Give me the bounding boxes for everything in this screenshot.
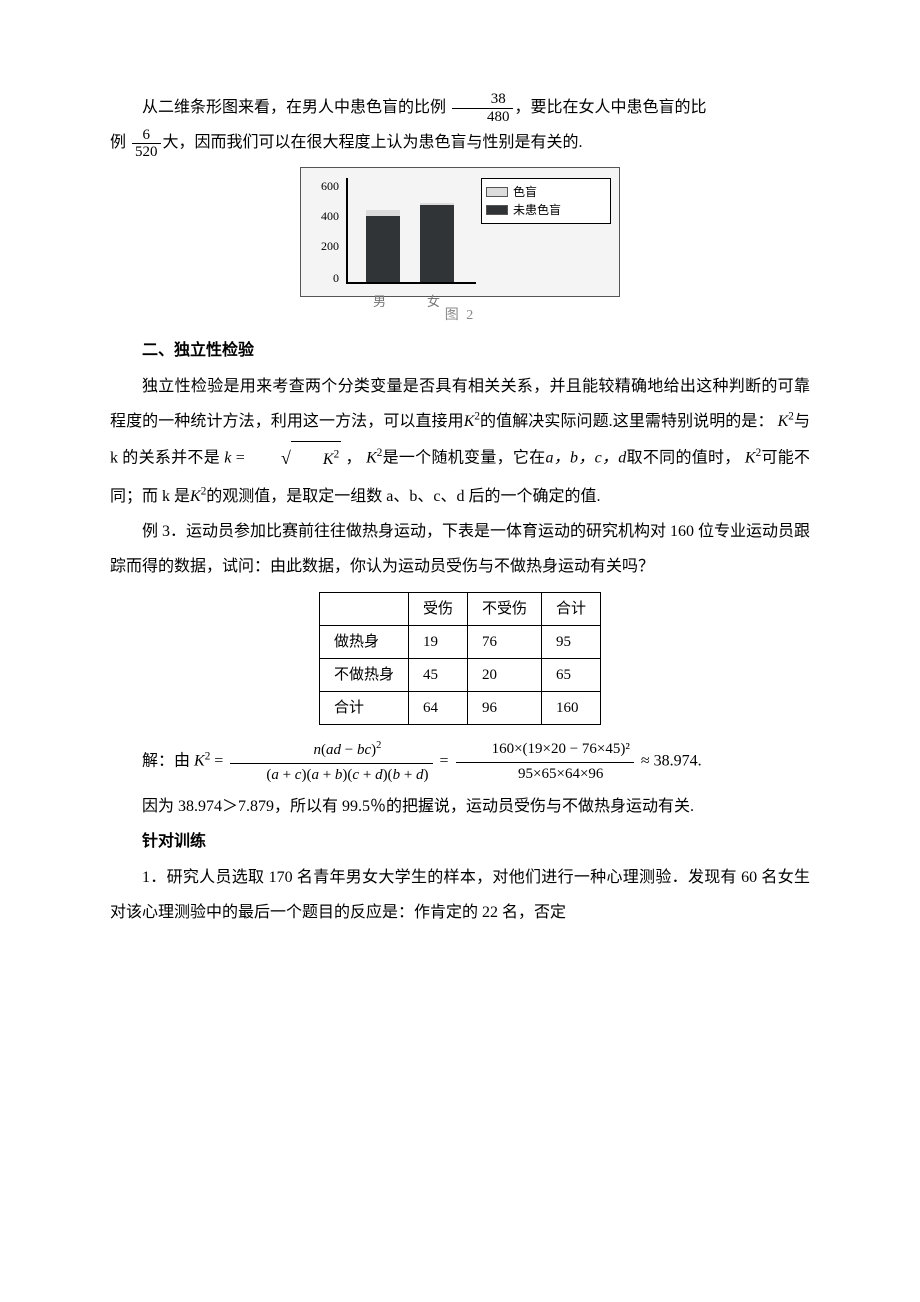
page: 从二维条形图来看，在男人中患色盲的比例 38 480 ，要比在女人中患色盲的比 … bbox=[0, 0, 920, 990]
k-symbol: K bbox=[464, 413, 475, 430]
table-cell: 不做热身 bbox=[319, 659, 408, 692]
table-cell: 20 bbox=[468, 659, 542, 692]
k-var: k bbox=[224, 449, 231, 466]
xlabel-female: 女 bbox=[427, 288, 440, 317]
table-row: 做热身 19 76 95 bbox=[319, 626, 600, 659]
chart-legend: 色盲 未患色盲 bbox=[481, 178, 611, 224]
legend-item: 色盲 bbox=[486, 183, 606, 201]
example-statement: 例 3．运动员参加比赛前往往做热身运动，下表是一体育运动的研究机构对 160 位… bbox=[110, 514, 810, 584]
xlabel-male: 男 bbox=[373, 288, 386, 317]
paragraph-intro-line2: 例 6 520 大，因而我们可以在很大程度上认为患色盲与性别是有关的. bbox=[110, 125, 810, 160]
text: ，要比在女人中患色盲的比 bbox=[515, 99, 707, 116]
table-header: 受伤 bbox=[408, 593, 467, 626]
bar-male-dark bbox=[366, 216, 400, 282]
chart-axes bbox=[346, 178, 476, 284]
table-cell: 95 bbox=[542, 626, 601, 659]
table-cell: 64 bbox=[408, 692, 467, 725]
chart-canvas: 600 400 200 0 男 女 色盲 未患色盲 bbox=[300, 167, 620, 297]
table-cell: 96 bbox=[468, 692, 542, 725]
table-row: 合计 64 96 160 bbox=[319, 692, 600, 725]
table-cell: 19 bbox=[408, 626, 467, 659]
table-cell: 45 bbox=[408, 659, 467, 692]
text: 是一个随机变量，它在 bbox=[382, 449, 545, 466]
text: 的值解决实际问题.这里需特别说明的是： bbox=[480, 413, 774, 430]
k-symbol: K bbox=[745, 449, 756, 466]
bar-male-light bbox=[366, 210, 400, 216]
legend-swatch-light bbox=[486, 187, 508, 197]
formula-fraction-2: 160×(19×20 − 76×45)² 95×65×64×96 bbox=[456, 740, 634, 784]
k-symbol: K bbox=[194, 753, 205, 770]
legend-item: 未患色盲 bbox=[486, 201, 606, 219]
text: . bbox=[698, 753, 702, 770]
legend-swatch-dark bbox=[486, 205, 508, 215]
table-cell: 160 bbox=[542, 692, 601, 725]
k-symbol: K bbox=[190, 488, 201, 505]
text: 的观测值，是取定一组数 a、b、c、d 后的一个确定的值. bbox=[206, 488, 600, 505]
text: 取不同的值时， bbox=[626, 449, 740, 466]
text: 大，因而我们可以在很大程度上认为患色盲与性别是有关的. bbox=[163, 134, 583, 151]
chart-caption: 图 2 bbox=[300, 301, 620, 332]
bar-female-dark bbox=[420, 205, 454, 282]
table-cell: 65 bbox=[542, 659, 601, 692]
fraction-6-520: 6 520 bbox=[132, 127, 161, 161]
sup: 2 bbox=[205, 751, 211, 763]
text: 从二维条形图来看，在男人中患色盲的比例 bbox=[142, 99, 446, 116]
table-cell: 合计 bbox=[319, 692, 408, 725]
solution-formula: 解：由 K2 = n(ad − bc)2 (a + c)(a + b)(c + … bbox=[110, 739, 810, 785]
text: 例 bbox=[110, 134, 126, 151]
legend-label: 色盲 bbox=[513, 183, 537, 201]
sqrt: √K2 bbox=[249, 439, 341, 479]
text: ， bbox=[345, 449, 361, 466]
legend-label: 未患色盲 bbox=[513, 201, 561, 219]
eq: = bbox=[214, 753, 223, 770]
table-row: 受伤 不受伤 合计 bbox=[319, 593, 600, 626]
table-row: 不做热身 45 20 65 bbox=[319, 659, 600, 692]
practice-item-1: 1．研究人员选取 170 名青年男女大学生的样本，对他们进行一种心理测验．发现有… bbox=[110, 860, 810, 930]
paragraph-intro: 从二维条形图来看，在男人中患色盲的比例 38 480 ，要比在女人中患色盲的比 bbox=[110, 90, 810, 125]
data-table: 受伤 不受伤 合计 做热身 19 76 95 不做热身 45 20 65 合计 … bbox=[319, 592, 601, 725]
abcd: a，b，c，d bbox=[545, 449, 626, 466]
table-header: 不受伤 bbox=[468, 593, 542, 626]
k-symbol: K bbox=[778, 413, 789, 430]
table-cell: 76 bbox=[468, 626, 542, 659]
ytick: 200 bbox=[301, 240, 339, 252]
bar-female-light bbox=[420, 203, 454, 205]
formula-fraction-1: n(ad − bc)2 (a + c)(a + b)(c + d)(b + d) bbox=[230, 739, 432, 785]
practice-heading: 针对训练 bbox=[110, 824, 810, 859]
ytick: 400 bbox=[301, 210, 339, 222]
k-symbol: K bbox=[366, 449, 377, 466]
approx: ≈ 38.974 bbox=[641, 753, 698, 770]
eq: = bbox=[440, 753, 449, 770]
ytick: 0 bbox=[301, 272, 339, 284]
conclusion: 因为 38.974＞7.879，所以有 99.5％的把握说，运动员受伤与不做热身… bbox=[110, 789, 810, 824]
text: 解：由 bbox=[142, 753, 190, 770]
paragraph-independence: 独立性检验是用来考查两个分类变量是否具有相关关系，并且能较精确地给出这种判断的可… bbox=[110, 369, 810, 514]
table-header bbox=[319, 593, 408, 626]
bar-chart: 600 400 200 0 男 女 色盲 未患色盲 bbox=[300, 167, 620, 332]
ytick: 600 bbox=[301, 180, 339, 192]
fraction-38-480: 38 480 bbox=[452, 91, 513, 125]
table-cell: 做热身 bbox=[319, 626, 408, 659]
section-heading: 二、独立性检验 bbox=[110, 333, 810, 368]
table-header: 合计 bbox=[542, 593, 601, 626]
